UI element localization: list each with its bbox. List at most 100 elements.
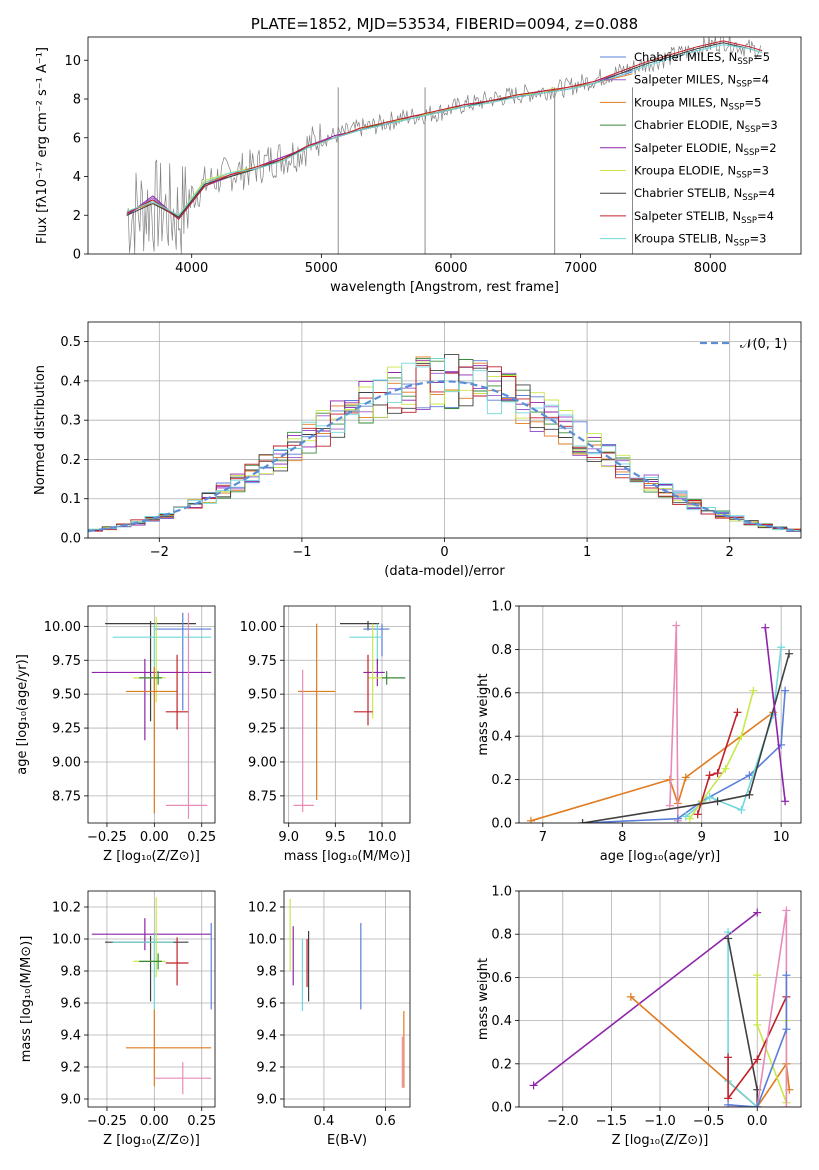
y-tick-label: 9.6 <box>60 997 81 1012</box>
y-tick-label: 8 <box>73 93 81 108</box>
mass-weight-marker <box>713 769 722 778</box>
y-tick-label: 9.8 <box>256 965 277 980</box>
y-tick-label: 9.2 <box>60 1061 81 1076</box>
y-tick-label: 9.75 <box>248 654 277 669</box>
mass-weight-marker <box>685 814 694 823</box>
mass-weight-marker <box>724 934 733 943</box>
y-tick-label: 0.6 <box>491 971 512 986</box>
x-axis-label: Z [log₁₀(Z/Z⊙)] <box>612 1133 709 1148</box>
x-tick-label: −1 <box>292 545 311 560</box>
y-tick-label: 6 <box>73 131 81 146</box>
x-tick-label: 0.00 <box>140 830 169 845</box>
error-bar-point-4 <box>133 616 166 703</box>
y-tick-label: 9.75 <box>52 654 81 669</box>
x-tick-label: −0.5 <box>693 1114 725 1129</box>
x-tick-label: 0 <box>440 545 448 560</box>
mass-weight-marker <box>724 1053 733 1062</box>
mass-weight-marker <box>526 816 535 823</box>
y-tick-label: 0.2 <box>491 1057 512 1072</box>
mass-weight-line-3 <box>727 938 759 1107</box>
error-bar-point-7 <box>165 654 189 730</box>
plot-area <box>91 897 212 1095</box>
y-tick-label: 0.2 <box>60 453 81 468</box>
error-bar-point-1 <box>363 623 390 657</box>
mass-vs-metallicity-plot: −0.25 0.00 0.25 9.0 9.2 9.4 9.6 9.8 10.0 10.2 Z [l… <box>19 890 216 1148</box>
mass-weight-marker <box>777 643 786 652</box>
x-tick-label: 7 <box>539 830 547 845</box>
mass-weight-marker <box>745 771 754 780</box>
histogram-step-8 <box>88 358 801 538</box>
error-bar-point-8 <box>154 1062 212 1095</box>
error-bar-point-6 <box>298 623 336 800</box>
model-spectrum-line-7 <box>126 40 763 220</box>
mass-weight-marker <box>782 1103 791 1107</box>
axes-frame <box>87 890 216 1108</box>
y-tick-label: 9.50 <box>52 688 81 703</box>
x-tick-label: 6000 <box>434 261 467 276</box>
x-tick-label: 5000 <box>305 261 338 276</box>
y-tick-label: 8.75 <box>248 789 277 804</box>
error-bar-point-7 <box>354 654 373 726</box>
mass-weight-line-4 <box>689 690 755 820</box>
y-tick-label: 9.50 <box>248 688 277 703</box>
mass-weight-marker <box>753 971 762 980</box>
mass-weight-marker <box>529 1081 538 1090</box>
error-bar-point-7 <box>125 1009 212 1087</box>
mass-weight-marker <box>785 649 794 658</box>
plot-area <box>289 899 405 1088</box>
age-vs-mass-plot: 9.0 9.5 10.0 8.75 9.00 9.25 9.50 9.75 10.00 mass … <box>240 605 411 864</box>
y-tick-label: 10.00 <box>44 620 81 635</box>
x-tick-label: −2 <box>150 545 169 560</box>
error-bar-point-5 <box>139 671 162 685</box>
x-tick-label: 9 <box>698 830 706 845</box>
mass-weight-line-5 <box>727 996 788 1100</box>
y-tick-label: 0 <box>73 248 81 263</box>
x-tick-label: 1 <box>583 545 591 560</box>
y-tick-label: 0.3 <box>60 414 81 429</box>
x-tick-label: −1.5 <box>596 1114 628 1129</box>
y-tick-label: 0.8 <box>491 643 512 658</box>
mass-weight-marker <box>705 771 714 780</box>
legend-label: Kroupa STELIB, NSSP=3 <box>634 232 766 249</box>
axes-frame <box>87 605 216 824</box>
mass-weight-marker <box>724 1100 733 1107</box>
x-axis-label: Z [log₁₀(Z/Z⊙)] <box>103 849 200 864</box>
legend-label: Chabrier MILES, NSSP=5 <box>634 50 770 67</box>
x-tick-label: 8 <box>618 830 626 845</box>
mass-weight-marker <box>713 797 722 806</box>
error-bar-point-3 <box>91 658 212 741</box>
error-bar-point-5 <box>382 671 406 685</box>
mass-weight-marker <box>693 810 702 819</box>
normal-reference-curve <box>88 380 801 533</box>
y-tick-label: 9.00 <box>52 755 81 770</box>
y-tick-label: 0.2 <box>491 773 512 788</box>
mass-weight-marker <box>733 708 742 717</box>
residual-histogram: −2 −1 0 1 2 0.0 0.1 0.2 0.3 0.4 0.5 (data-model)/er… <box>33 321 802 579</box>
error-bar-point-8 <box>293 669 314 813</box>
plot-area <box>529 906 794 1107</box>
y-tick-label: 0.5 <box>60 335 81 350</box>
mass-weight-marker <box>745 790 754 799</box>
error-bar-point-1 <box>154 612 212 711</box>
error-bar-point-5 <box>139 953 162 970</box>
axes-frame <box>283 890 411 1108</box>
spectrum-plot: 4000 5000 6000 7000 8000 0 2 4 6 8 10 wavelength [A… <box>35 15 802 295</box>
mass-weight-line-2 <box>582 690 786 823</box>
mass-weight-marker <box>781 797 790 806</box>
x-axis-label: mass [log₁₀(M/M⊙)] <box>284 849 411 864</box>
age-vs-metallicity-plot: −0.25 0.00 0.25 8.75 9.00 9.25 9.50 9.75 10.00 Z … <box>15 605 216 864</box>
y-tick-label: 9.4 <box>256 1029 277 1044</box>
legend: 𝒩(0, 1) <box>700 337 787 352</box>
x-axis-label: wavelength [Angstrom, rest frame] <box>330 280 559 295</box>
x-tick-label: 0.25 <box>187 830 216 845</box>
axes-frame <box>518 605 802 824</box>
axes-frame <box>87 36 802 255</box>
mass-weight-marker <box>781 686 790 695</box>
x-tick-label: 0.25 <box>187 1114 216 1129</box>
axes-frame <box>518 890 802 1108</box>
y-tick-label: 0.8 <box>491 928 512 943</box>
error-bar-point-2 <box>112 934 174 1010</box>
y-tick-label: 1.0 <box>491 600 512 615</box>
mass-weight-vs-age-plot: 7 8 9 10 0.0 0.2 0.4 0.6 0.8 1.0 age [log₁₀(age/yr… <box>476 600 802 864</box>
